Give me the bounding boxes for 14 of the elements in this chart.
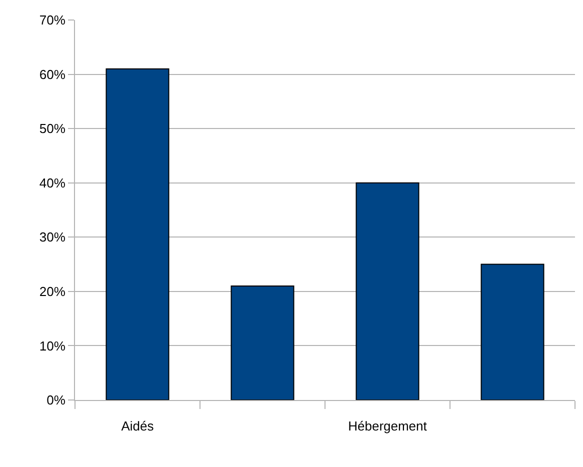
bar <box>230 286 294 400</box>
y-tick-label: 30% <box>39 230 66 245</box>
bar <box>106 68 170 400</box>
x-tick-label: Aidés <box>121 418 154 434</box>
y-tick-label: 70% <box>39 12 66 28</box>
y-tick-label: 50% <box>39 121 66 136</box>
bar <box>480 264 544 400</box>
y-tick-label: 60% <box>39 66 66 82</box>
y-tick-label: 0% <box>46 392 66 408</box>
y-tick-label: 20% <box>39 284 66 299</box>
x-tick-label: Hébergement <box>348 418 428 434</box>
bar <box>356 182 420 400</box>
y-tick-label: 40% <box>39 175 66 190</box>
y-tick-label: 10% <box>39 338 66 354</box>
